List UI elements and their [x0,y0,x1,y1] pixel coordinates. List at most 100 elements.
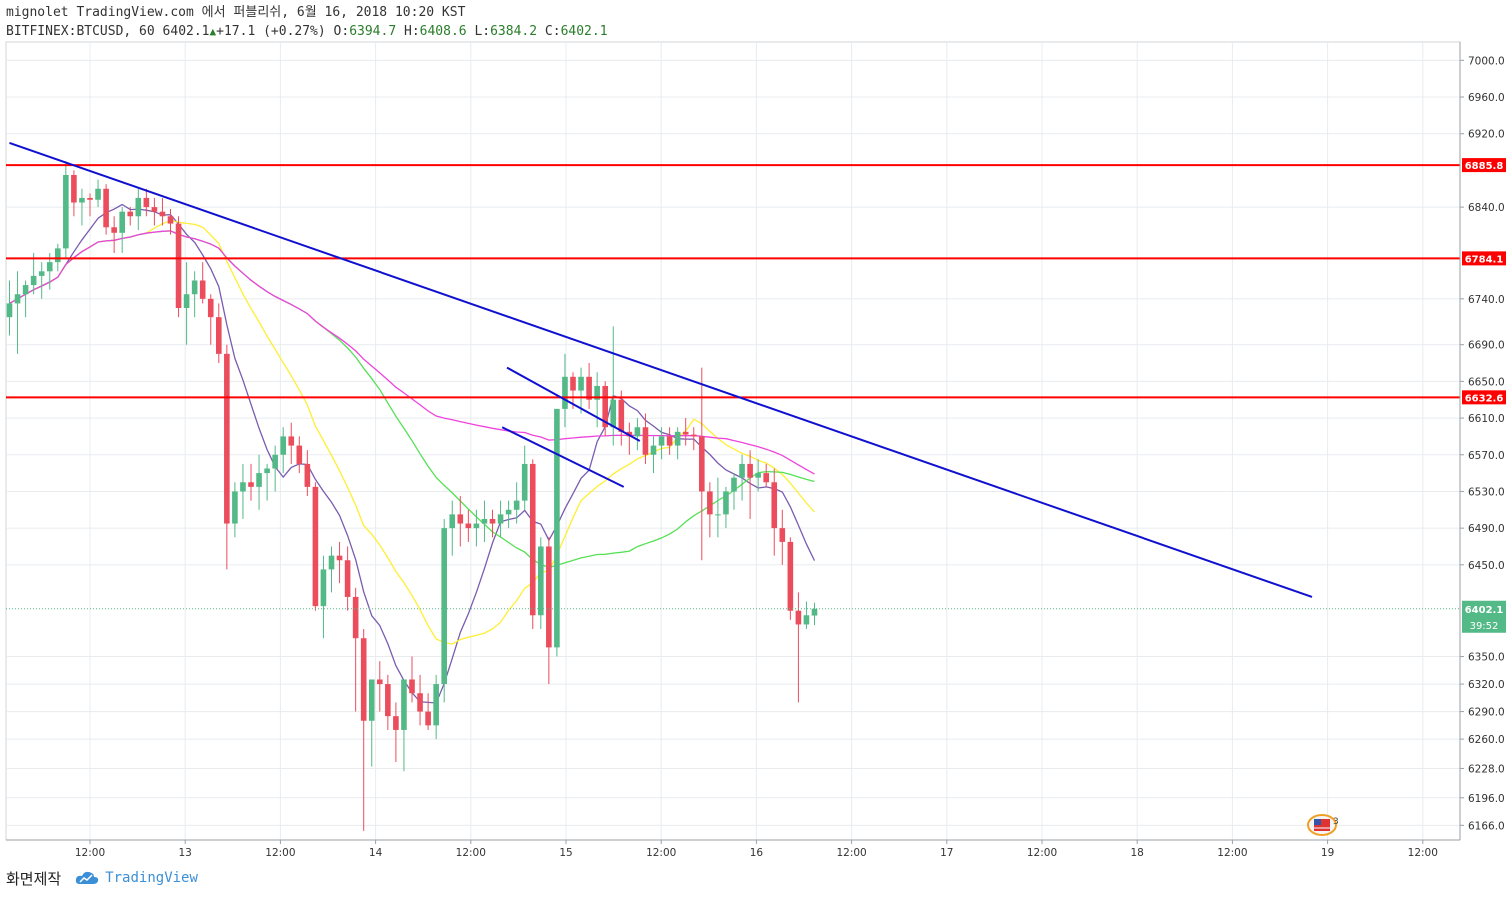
candle-bear [352,587,359,712]
candle-body [723,491,729,515]
trendline [501,426,625,488]
candle-bear [642,413,649,464]
candle-body [344,560,351,597]
candle-bull [634,418,641,451]
price-axis[interactable]: 7000.0 6960.0 6920.0 6840.0 6740.0 6690.0 6650… [1460,55,1505,832]
candle-body [111,227,117,233]
candle-bull [554,408,560,657]
candle-bull [63,161,69,258]
candle-body [95,188,101,200]
candle-bear [111,216,117,253]
candle-bear [409,656,415,703]
candle-bear [457,496,464,547]
candle-body [441,528,447,685]
candle-body [393,716,399,730]
candle-bull [811,602,818,626]
candle-bear [248,463,254,501]
candle-bull [79,188,85,226]
candle-bear [489,509,496,538]
trendline [9,141,1313,598]
price-tick-label: 6690.0 [1468,340,1505,352]
candle-body [240,482,246,492]
candle-bull [191,271,198,318]
candle-bull [232,482,238,538]
level-badge-label: 6885.8 [1465,161,1504,172]
time-tick-label: 16 [750,847,764,859]
candle-bull [562,353,568,428]
candle-body [521,463,528,501]
candle-bear [795,592,802,703]
candle-bull [513,482,520,524]
countdown-label: 39:52 [1470,621,1499,632]
tradingview-logo[interactable]: TradingView [75,870,198,886]
open-value: 6394.7 [349,24,397,39]
candle-body [167,216,174,224]
candle-body [715,514,721,516]
candle-bear [417,674,423,726]
candle-bull [449,500,456,556]
candle-body [763,473,769,483]
candle-body [570,376,576,391]
candle-bear [747,450,753,519]
candle-bull [264,463,270,501]
candle-body [594,385,600,400]
time-axis[interactable]: 12:00 13 12:00 14 12:00 15 12:00 16 12:00 17 12:00… [75,840,1438,859]
candle-body [497,514,504,524]
candle-body [465,523,472,529]
candle-bull [731,473,737,510]
candle-body [803,615,810,625]
price-tick-label: 6920.0 [1468,129,1505,141]
candle-bull [119,207,125,253]
candle-bear [159,197,166,226]
candle-body [771,482,778,529]
candle-body [699,436,705,492]
horizontal-levels[interactable] [6,164,1460,610]
candle-bear [224,344,230,570]
candle-bear [586,363,592,409]
trendlines[interactable] [9,141,1313,598]
candle-bear [682,418,689,446]
candle-body [481,518,488,524]
time-tick-label: 15 [559,847,572,859]
candle-body [175,223,182,308]
candle-body [6,303,13,318]
candle-body [87,197,93,200]
symbol-label[interactable]: BITFINEX:BTCUSD, 60 [6,24,155,39]
price-tick-label: 6840.0 [1468,202,1505,214]
candle-body [159,211,166,217]
candle-bull [183,262,190,345]
candle-bull [481,500,488,542]
candle-bear [103,184,109,235]
candle-body [38,271,45,276]
candle-body [377,679,383,685]
level-badge-label: 6632.6 [1465,393,1504,404]
last-price-badge-label: 6402.1 [1465,605,1504,616]
candle-body [352,596,359,639]
candle-bull [578,367,584,414]
candle-bear [216,303,222,364]
time-tick-label: 12:00 [646,847,676,859]
price-badges: 6885.8 6784.1 6632.6 6402.1 39:52 [1462,158,1506,633]
candle-bull [755,459,761,492]
candle-bear [690,427,697,451]
candle-body [513,500,520,510]
price-tick-label: 6196.0 [1468,793,1505,805]
candle-bull [135,188,142,231]
grid-lines [6,42,1460,840]
candle-bull [368,679,375,767]
event-flag-icon[interactable]: 3 [1307,814,1339,836]
candle-body [529,463,536,616]
close-value: 6402.1 [560,24,608,39]
price-chart[interactable]: 7000.0 6960.0 6920.0 6840.0 6740.0 6690.0 6650… [0,0,1512,862]
time-tick-label: 14 [369,847,383,859]
candle-bear [699,367,705,561]
publish-info: mignolet TradingView.com 에서 퍼블리쉬, 6월 16,… [6,5,465,21]
candle-bear [312,482,319,611]
candle-body [30,275,37,286]
candle-body [650,445,657,455]
candle-bear [465,509,472,542]
level-badge-label: 6784.1 [1465,254,1504,265]
candle-bear [707,482,713,538]
candle-bear [787,537,794,620]
candle-body [707,491,713,515]
